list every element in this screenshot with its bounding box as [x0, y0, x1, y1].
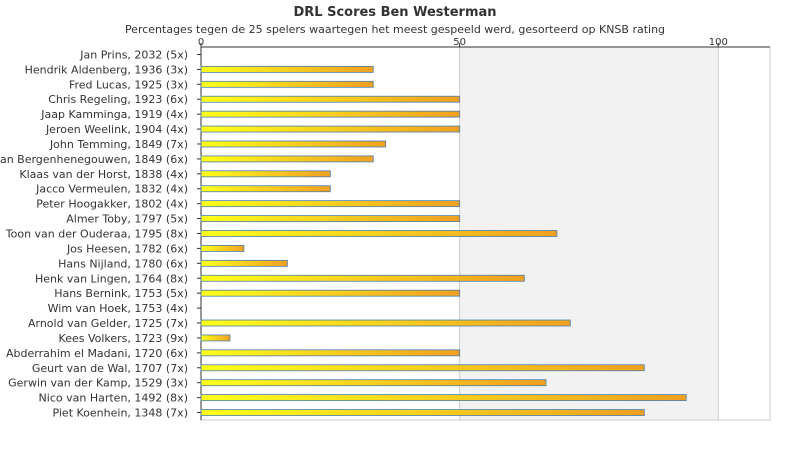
- bar: [200, 140, 387, 148]
- category-label: Hendrik Aldenberg, 1936 (3x): [25, 63, 188, 76]
- category-label: Nico van Harten, 1492 (8x): [39, 392, 188, 405]
- category-label: Klaas van der Horst, 1838 (4x): [19, 168, 188, 181]
- category-label: Jan Prins, 2032 (5x): [79, 48, 188, 61]
- category-label: Peter Hoogakker, 1802 (4x): [36, 198, 188, 211]
- bar: [200, 394, 687, 402]
- bar: [200, 80, 374, 88]
- bar: [200, 230, 558, 237]
- bar: [200, 110, 461, 118]
- bar: [200, 155, 374, 163]
- category-label: Piet Koenhein, 1348 (7x): [52, 407, 188, 420]
- category-label: Hans Nijland, 1780 (6x): [58, 257, 188, 270]
- x-tick-label: 50: [453, 37, 466, 48]
- category-label: Gerwin van der Kamp, 1529 (3x): [8, 377, 188, 390]
- chart-subtitle: Percentages tegen de 25 spelers waartege…: [125, 23, 665, 36]
- bar: [200, 65, 374, 73]
- category-label: Wim van Hoek, 1753 (4x): [48, 302, 188, 315]
- bar: [200, 95, 461, 103]
- bar: [200, 409, 645, 416]
- bar: [200, 185, 331, 193]
- bar: [200, 245, 245, 252]
- category-label: Fred Lucas, 1925 (3x): [69, 78, 188, 91]
- bar: [200, 215, 461, 222]
- category-label: van Bergenhenegouwen, 1849 (6x): [0, 153, 188, 166]
- bar: [200, 349, 461, 357]
- category-label: Geurt van de Wal, 1707 (7x): [32, 362, 188, 375]
- category-label: Jos Heesen, 1782 (6x): [66, 242, 188, 255]
- category-label: Kees Volkers, 1723 (9x): [59, 332, 188, 345]
- chart-title: DRL Scores Ben Westerman: [293, 5, 496, 20]
- category-label: Jeroen Weelink, 1904 (4x): [45, 123, 188, 136]
- category-label: Jacco Vermeulen, 1832 (4x): [35, 183, 188, 196]
- category-label: John Temming, 1849 (7x): [49, 138, 188, 151]
- category-label: Arnold van Gelder, 1725 (7x): [28, 317, 188, 330]
- bar: [200, 364, 645, 372]
- bar: [200, 170, 331, 178]
- category-label: Chris Regeling, 1923 (6x): [48, 93, 188, 106]
- category-label: Almer Toby, 1797 (5x): [66, 213, 188, 226]
- bar: [200, 289, 461, 297]
- category-label: Henk van Lingen, 1764 (8x): [35, 272, 188, 285]
- bar: [200, 379, 547, 387]
- bar: [200, 319, 571, 327]
- x-tick-label: 100: [709, 37, 728, 48]
- bar: [200, 125, 461, 133]
- x-tick-label: 0: [198, 37, 204, 48]
- category-label: Abderrahim el Madani, 1720 (6x): [6, 347, 188, 360]
- bar: [200, 274, 525, 282]
- category-label: Jaap Kamminga, 1919 (4x): [40, 108, 188, 121]
- bar: [200, 200, 461, 208]
- category-label: Toon van der Ouderaa, 1795 (8x): [5, 228, 188, 241]
- bar: [200, 334, 231, 342]
- bar: [200, 259, 288, 267]
- category-label: Hans Bernink, 1753 (5x): [54, 287, 188, 300]
